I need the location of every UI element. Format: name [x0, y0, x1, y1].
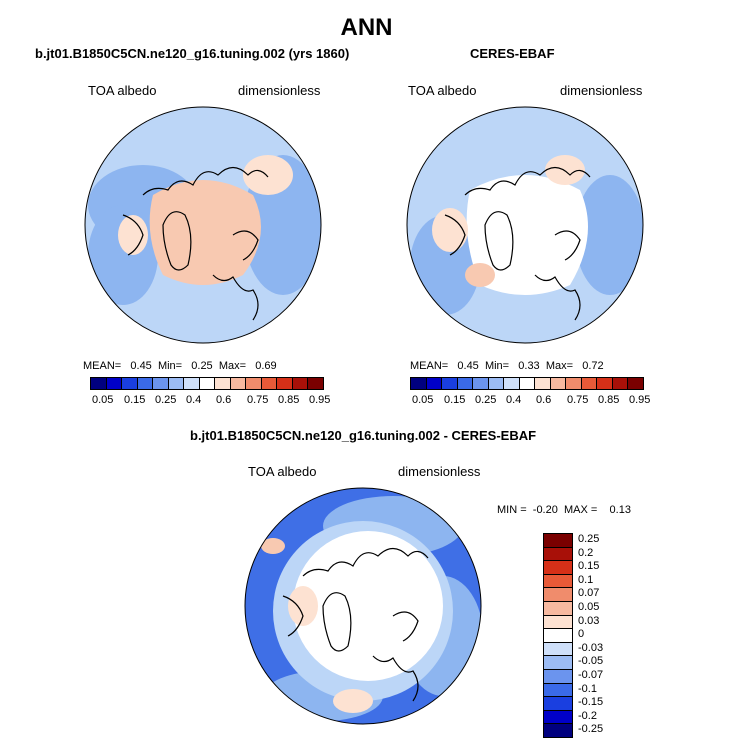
- colorbar-swatch: [153, 378, 169, 389]
- diff-colorbar-label: 0.05: [578, 600, 600, 613]
- diff-colorbar-label: -0.07: [578, 668, 604, 681]
- diff-colorbar-swatch: [544, 629, 572, 643]
- colorbar-swatch: [308, 378, 323, 389]
- colorbar-swatch: [488, 378, 505, 389]
- colorbar-tick-label: 0.05: [412, 394, 434, 406]
- diff-colorbar-swatch: [544, 561, 572, 575]
- main-title: ANN: [340, 14, 393, 41]
- panel2-units: dimensionless: [560, 83, 643, 98]
- colorbar-swatch: [230, 378, 247, 389]
- panel2-colorbar: [410, 377, 644, 390]
- diff-colorbar-swatch: [544, 588, 572, 602]
- colorbar-swatch: [550, 378, 567, 389]
- diff-colorbar-label: -0.05: [578, 655, 604, 668]
- colorbar-swatch: [292, 378, 309, 389]
- colorbar-swatch: [215, 378, 231, 389]
- colorbar-swatch: [581, 378, 598, 389]
- diff-colorbar-label: 0.03: [578, 614, 600, 627]
- colorbar-tick-label: 0.15: [444, 394, 466, 406]
- panel2-map: [406, 106, 644, 344]
- diff-colorbar-label: -0.25: [578, 723, 604, 736]
- colorbar-swatch: [168, 378, 185, 389]
- panel2-stats: MEAN= 0.45 Min= 0.33 Max= 0.72: [410, 360, 604, 372]
- colorbar-swatch: [535, 378, 551, 389]
- diff-colorbar-label: 0.07: [578, 587, 600, 600]
- diff-colorbar-swatch: [544, 601, 572, 616]
- colorbar-swatch: [504, 378, 520, 389]
- diff-colorbar-swatch: [544, 669, 572, 684]
- colorbar-swatch: [184, 378, 200, 389]
- diff-colorbar-swatch: [544, 724, 572, 737]
- colorbar-swatch: [106, 378, 123, 389]
- colorbar-swatch: [122, 378, 138, 389]
- panel1-stats: MEAN= 0.45 Min= 0.25 Max= 0.69: [83, 360, 277, 372]
- colorbar-swatch: [628, 378, 643, 389]
- panel1-variable: TOA albedo: [88, 83, 157, 98]
- colorbar-tick-label: 0.4: [506, 394, 522, 406]
- diff-colorbar-swatch: [544, 656, 572, 670]
- colorbar-tick-label: 0.95: [309, 394, 331, 406]
- diff-colorbar-labels: 0.25 0.2 0.15 0.1 0.07 0.05 0.03 0 -0.03 -0.05 -0.…: [578, 533, 603, 737]
- diff-colorbar-label: 0.15: [578, 560, 600, 573]
- diff-colorbar-label: 0.2: [578, 546, 594, 559]
- diff-colorbar-swatch: [544, 642, 572, 657]
- diff-colorbar-swatch: [544, 574, 572, 589]
- colorbar-swatch: [91, 378, 107, 389]
- colorbar-tick-label: 0.6: [536, 394, 552, 406]
- colorbar-swatch: [519, 378, 536, 389]
- colorbar-tick-label: 0.25: [475, 394, 497, 406]
- panel2-title: CERES-EBAF: [470, 46, 555, 61]
- colorbar-swatch: [261, 378, 278, 389]
- colorbar-swatch: [411, 378, 427, 389]
- diff-colorbar-swatch: [544, 547, 572, 562]
- diff-stats: MIN = -0.20 MAX = 0.13: [497, 504, 631, 516]
- diff-colorbar-label: 0.1: [578, 573, 594, 586]
- colorbar-swatch: [457, 378, 474, 389]
- diff-map: [244, 487, 482, 725]
- colorbar-tick-label: 0.4: [186, 394, 202, 406]
- colorbar-swatch: [137, 378, 154, 389]
- colorbar-tick-label: 0.75: [567, 394, 589, 406]
- diff-colorbar-swatch: [544, 534, 572, 548]
- panel1-units: dimensionless: [238, 83, 321, 98]
- diff-colorbar-label: 0: [578, 628, 585, 641]
- diff-colorbar: [543, 533, 573, 738]
- diff-variable: TOA albedo: [248, 464, 317, 479]
- colorbar-swatch: [473, 378, 489, 389]
- colorbar-tick-label: 0.6: [216, 394, 232, 406]
- panel2-variable: TOA albedo: [408, 83, 477, 98]
- colorbar-tick-label: 0.85: [278, 394, 300, 406]
- diff-colorbar-label: -0.1: [578, 682, 597, 695]
- diff-colorbar-swatch: [544, 697, 572, 711]
- panel1-title: b.jt01.B1850C5CN.ne120_g16.tuning.002 (y…: [35, 46, 350, 61]
- diff-colorbar-label: -0.03: [578, 641, 604, 654]
- colorbar-swatch: [199, 378, 216, 389]
- colorbar-tick-label: 0.75: [247, 394, 269, 406]
- diff-colorbar-label: -0.2: [578, 709, 597, 722]
- diff-units: dimensionless: [398, 464, 481, 479]
- colorbar-swatch: [246, 378, 262, 389]
- colorbar-tick-label: 0.05: [92, 394, 114, 406]
- diff-colorbar-swatch: [544, 710, 572, 725]
- diff-title: b.jt01.B1850C5CN.ne120_g16.tuning.002 - …: [190, 428, 537, 443]
- colorbar-swatch: [597, 378, 613, 389]
- colorbar-swatch: [566, 378, 582, 389]
- colorbar-tick-label: 0.85: [598, 394, 620, 406]
- panel1-colorbar: [90, 377, 324, 390]
- diff-colorbar-swatch: [544, 615, 572, 630]
- diff-colorbar-swatch: [544, 683, 572, 698]
- diff-colorbar-label: -0.15: [578, 696, 604, 709]
- colorbar-swatch: [442, 378, 458, 389]
- panel1-map: [84, 106, 322, 344]
- colorbar-tick-label: 0.25: [155, 394, 177, 406]
- colorbar-tick-label: 0.95: [629, 394, 651, 406]
- colorbar-swatch: [612, 378, 629, 389]
- colorbar-tick-label: 0.15: [124, 394, 146, 406]
- diff-colorbar-label: 0.25: [578, 533, 600, 545]
- colorbar-swatch: [426, 378, 443, 389]
- colorbar-swatch: [277, 378, 293, 389]
